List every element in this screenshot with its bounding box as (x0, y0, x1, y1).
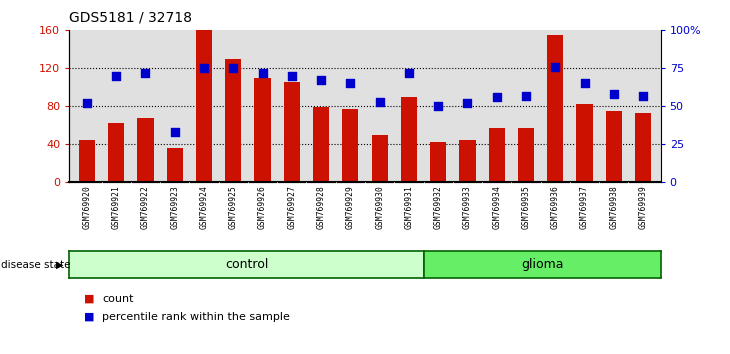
Bar (488, 128, 504, 182)
Bar (548, 35, 564, 182)
Bar (79, 141, 95, 182)
Text: GSM769939: GSM769939 (639, 185, 648, 229)
Text: GSM769926: GSM769926 (258, 185, 267, 229)
Bar (372, 135, 388, 182)
Point (169, 129, 180, 135)
Text: GSM769936: GSM769936 (550, 185, 560, 229)
Text: GSM769927: GSM769927 (288, 185, 296, 229)
Text: GSM769920: GSM769920 (82, 185, 91, 229)
Bar (401, 97, 417, 182)
Point (461, 100, 473, 106)
Text: GSM769924: GSM769924 (199, 185, 209, 229)
Point (198, 65, 210, 71)
Point (608, 91, 620, 97)
Bar (606, 111, 622, 182)
Bar (166, 148, 182, 182)
Text: count: count (102, 294, 134, 304)
Text: percentile rank within the sample: percentile rank within the sample (102, 312, 290, 322)
Point (257, 70, 269, 75)
Text: GSM769930: GSM769930 (375, 185, 384, 229)
Text: GSM769934: GSM769934 (492, 185, 502, 229)
Point (139, 70, 151, 75)
Text: ■: ■ (84, 312, 98, 322)
Point (286, 73, 298, 79)
Point (550, 64, 561, 69)
Point (579, 80, 591, 86)
Bar (342, 109, 358, 182)
Text: GSM769923: GSM769923 (170, 185, 180, 229)
Bar (313, 107, 329, 182)
Point (315, 78, 327, 83)
Text: GSM769933: GSM769933 (463, 185, 472, 229)
Text: GSM769937: GSM769937 (580, 185, 589, 229)
Bar (459, 141, 475, 182)
Text: GSM769931: GSM769931 (404, 185, 413, 229)
Text: ■: ■ (84, 294, 98, 304)
Bar (577, 104, 593, 182)
Point (110, 73, 122, 79)
Text: GSM769921: GSM769921 (112, 185, 120, 229)
Text: GSM769935: GSM769935 (521, 185, 531, 229)
Bar (108, 123, 124, 182)
Text: GSM769929: GSM769929 (346, 185, 355, 229)
Bar (226, 59, 242, 182)
Point (491, 94, 502, 100)
Point (228, 65, 239, 71)
Text: control: control (225, 258, 269, 271)
Text: GSM769932: GSM769932 (434, 185, 442, 229)
Text: GSM769922: GSM769922 (141, 185, 150, 229)
Point (374, 99, 385, 104)
Text: GSM769928: GSM769928 (317, 185, 326, 229)
Point (81, 100, 93, 106)
Bar (196, 30, 212, 182)
Text: GDS5181 / 32718: GDS5181 / 32718 (69, 11, 192, 25)
Bar (284, 82, 300, 182)
Text: disease state: disease state (1, 259, 71, 270)
Point (520, 93, 532, 98)
Text: glioma: glioma (521, 258, 564, 271)
Bar (137, 118, 153, 182)
Point (637, 93, 649, 98)
Text: GSM769925: GSM769925 (228, 185, 238, 229)
Text: ▶: ▶ (56, 259, 64, 270)
Bar (635, 113, 651, 182)
Point (345, 80, 356, 86)
Bar (518, 128, 534, 182)
Bar (430, 142, 446, 182)
Point (403, 70, 415, 75)
Text: GSM769938: GSM769938 (610, 185, 618, 229)
Point (432, 103, 444, 109)
Bar (255, 78, 271, 182)
